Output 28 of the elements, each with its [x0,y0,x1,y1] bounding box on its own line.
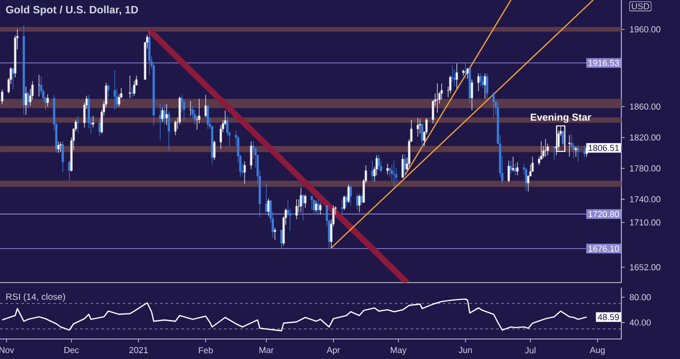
x-tick-label: Dec [64,347,79,354]
ref-line-label: 1720.80 [588,211,619,218]
annotation: 48.59 [598,314,619,320]
x-tick-label: Mar [260,347,274,354]
y-tick-label: 1710.00 [630,219,660,226]
x-tick-label: May [390,347,407,355]
y-tick-label: 40.00 [630,319,651,326]
ref-line-label: 1916.53 [588,60,619,66]
y-tick-label: 1960.00 [630,26,660,32]
x-tick-label: Jun [458,347,472,354]
y-axis-title: USD [632,3,650,10]
ref-line-label: 1676.10 [588,246,619,252]
annotation: Evening Star [530,113,592,123]
x-tick-label: Jul [524,347,536,354]
y-tick-label: 1860.00 [630,104,660,110]
y-tick-label: 1740.00 [630,196,660,202]
y-tick-label: 80.00 [630,294,651,300]
y-tick-label: 1652.00 [630,264,660,270]
x-tick-label: 2021 [129,347,148,354]
annotation: 1806.51 [588,144,619,151]
chart-title: Gold Spot / U.S. Dollar, 1D [6,6,138,16]
x-tick-label: Apr [326,347,340,355]
x-tick-label: Feb [198,347,213,354]
text: RSI (14, close) [6,293,66,302]
x-tick-label: Nov [0,347,14,354]
y-tick-label: 1820.00 [630,134,660,141]
x-tick-label: Aug [590,347,605,355]
y-tick-label: 1780.00 [630,165,660,172]
